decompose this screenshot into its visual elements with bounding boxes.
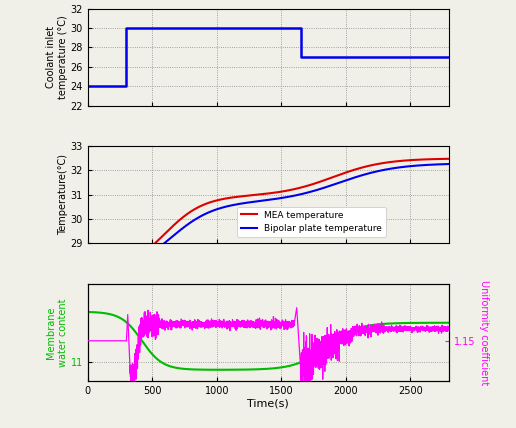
Bipolar plate temperature	[382, 167, 388, 172]
MEA temperature	[446, 156, 452, 161]
MEA temperature	[382, 160, 388, 165]
Y-axis label: Coolant inlet
temperature (°C): Coolant inlet temperature (°C)	[46, 15, 68, 99]
X-axis label: Time(s): Time(s)	[248, 398, 289, 409]
MEA temperature	[222, 196, 229, 201]
Bipolar plate temperature	[301, 191, 308, 196]
Legend: MEA temperature, Bipolar plate temperature: MEA temperature, Bipolar plate temperatu…	[237, 207, 386, 237]
MEA temperature	[354, 166, 360, 172]
Bipolar plate temperature	[446, 161, 452, 166]
Bipolar plate temperature	[150, 250, 156, 255]
Bipolar plate temperature	[354, 174, 360, 179]
Y-axis label: Uniformity coefficient: Uniformity coefficient	[479, 280, 490, 385]
Line: MEA temperature: MEA temperature	[88, 159, 449, 270]
MEA temperature	[150, 242, 156, 247]
MEA temperature	[319, 178, 326, 184]
Bipolar plate temperature	[319, 186, 326, 191]
MEA temperature	[301, 184, 308, 189]
Bipolar plate temperature	[85, 270, 91, 276]
Y-axis label: Membrane
water content: Membrane water content	[46, 298, 68, 367]
MEA temperature	[85, 267, 91, 272]
Bipolar plate temperature	[222, 204, 229, 209]
Y-axis label: Temperature(°C): Temperature(°C)	[58, 154, 68, 235]
Line: Bipolar plate temperature: Bipolar plate temperature	[88, 164, 449, 273]
